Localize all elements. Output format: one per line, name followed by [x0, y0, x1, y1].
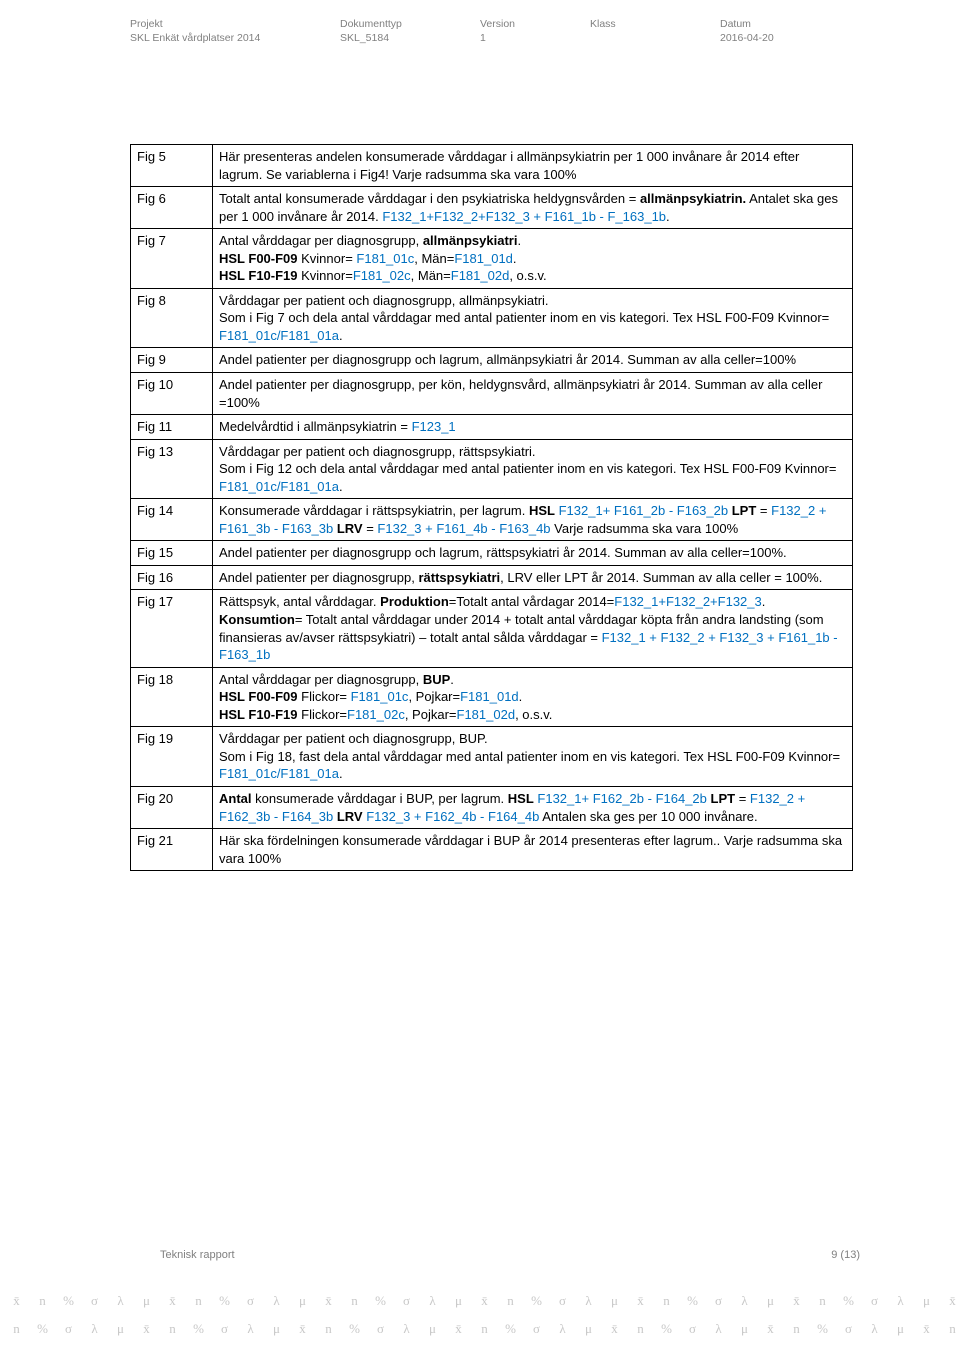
header-value-datum: 2016-04-20 [720, 32, 820, 44]
figure-description: Rättspsyk, antal vårddagar. Produktion=T… [213, 590, 853, 667]
figure-description: Medelvårdtid i allmänpsykiatrin = F123_1 [213, 415, 853, 440]
figure-description: Andel patienter per diagnosgrupp, rättsp… [213, 565, 853, 590]
table-row: Fig 9Andel patienter per diagnosgrupp oc… [131, 348, 853, 373]
figure-label: Fig 9 [131, 348, 213, 373]
table-row: Fig 10Andel patienter per diagnosgrupp, … [131, 373, 853, 415]
header-label-datum: Datum [720, 18, 820, 30]
table-row: Fig 20Antal konsumerade vårddagar i BUP,… [131, 786, 853, 828]
figure-description: Antal vårddagar per diagnosgrupp, allmän… [213, 229, 853, 289]
figure-description: Antal konsumerade vårddagar i BUP, per l… [213, 786, 853, 828]
table-row: Fig 16Andel patienter per diagnosgrupp, … [131, 565, 853, 590]
figure-label: Fig 15 [131, 541, 213, 566]
figure-label: Fig 20 [131, 786, 213, 828]
header-value-projekt: SKL Enkät vårdplatser 2014 [130, 32, 340, 44]
figure-label: Fig 7 [131, 229, 213, 289]
figure-description: Vårddagar per patient och diagnosgrupp, … [213, 727, 853, 787]
header-value-klass [590, 32, 720, 44]
figure-description: Vårddagar per patient och diagnosgrupp, … [213, 288, 853, 348]
table-row: Fig 18Antal vårddagar per diagnosgrupp, … [131, 667, 853, 727]
table-row: Fig 13Vårddagar per patient och diagnosg… [131, 439, 853, 499]
figure-description: Andel patienter per diagnosgrupp, per kö… [213, 373, 853, 415]
figure-description: Andel patienter per diagnosgrupp och lag… [213, 348, 853, 373]
figure-description: Här presenteras andelen konsumerade vård… [213, 145, 853, 187]
table-row: Fig 17Rättspsyk, antal vårddagar. Produk… [131, 590, 853, 667]
footer-left: Teknisk rapport [160, 1249, 235, 1261]
figure-label: Fig 10 [131, 373, 213, 415]
header-label-klass: Klass [590, 18, 720, 30]
document-header: Projekt Dokumenttyp Version Klass Datum … [0, 0, 960, 44]
table-row: Fig 6Totalt antal konsumerade vårddagar … [131, 187, 853, 229]
greek-background-row-2: n%σλμx̄n%σλμx̄n%σλμx̄n%σλμx̄n%σλμx̄n%σλμ… [0, 1321, 960, 1337]
figure-label: Fig 17 [131, 590, 213, 667]
header-label-projekt: Projekt [130, 18, 340, 30]
header-value-version: 1 [480, 32, 590, 44]
table-row: Fig 19Vårddagar per patient och diagnosg… [131, 727, 853, 787]
figure-label: Fig 8 [131, 288, 213, 348]
figure-description: Konsumerade vårddagar i rättspsykiatrin,… [213, 499, 853, 541]
table-row: Fig 8Vårddagar per patient och diagnosgr… [131, 288, 853, 348]
table-row: Fig 15Andel patienter per diagnosgrupp o… [131, 541, 853, 566]
table-row: Fig 7Antal vårddagar per diagnosgrupp, a… [131, 229, 853, 289]
header-value-dokumenttyp: SKL_5184 [340, 32, 480, 44]
figure-description: Andel patienter per diagnosgrupp och lag… [213, 541, 853, 566]
greek-background-row-1: x̄n%σλμx̄n%σλμx̄n%σλμx̄n%σλμx̄n%σλμx̄n%σ… [0, 1293, 960, 1309]
figure-definitions-table: Fig 5Här presenteras andelen konsumerade… [130, 144, 853, 871]
figure-description: Här ska fördelningen konsumerade vårddag… [213, 829, 853, 871]
figure-label: Fig 11 [131, 415, 213, 440]
figure-description: Vårddagar per patient och diagnosgrupp, … [213, 439, 853, 499]
figure-label: Fig 21 [131, 829, 213, 871]
figure-description: Antal vårddagar per diagnosgrupp, BUP.HS… [213, 667, 853, 727]
header-label-version: Version [480, 18, 590, 30]
figure-label: Fig 19 [131, 727, 213, 787]
figure-description: Totalt antal konsumerade vårddagar i den… [213, 187, 853, 229]
header-labels-row: Projekt Dokumenttyp Version Klass Datum [130, 18, 890, 30]
table-row: Fig 14Konsumerade vårddagar i rättspsyki… [131, 499, 853, 541]
table-row: Fig 21Här ska fördelningen konsumerade v… [131, 829, 853, 871]
footer-right: 9 (13) [831, 1249, 860, 1261]
header-label-dokumenttyp: Dokumenttyp [340, 18, 480, 30]
figure-label: Fig 5 [131, 145, 213, 187]
page-footer: Teknisk rapport 9 (13) [0, 1249, 960, 1261]
figure-label: Fig 13 [131, 439, 213, 499]
figure-label: Fig 6 [131, 187, 213, 229]
figure-label: Fig 16 [131, 565, 213, 590]
figure-label: Fig 14 [131, 499, 213, 541]
table-row: Fig 11Medelvårdtid i allmänpsykiatrin = … [131, 415, 853, 440]
header-values-row: SKL Enkät vårdplatser 2014 SKL_5184 1 20… [130, 32, 890, 44]
table-row: Fig 5Här presenteras andelen konsumerade… [131, 145, 853, 187]
figure-label: Fig 18 [131, 667, 213, 727]
